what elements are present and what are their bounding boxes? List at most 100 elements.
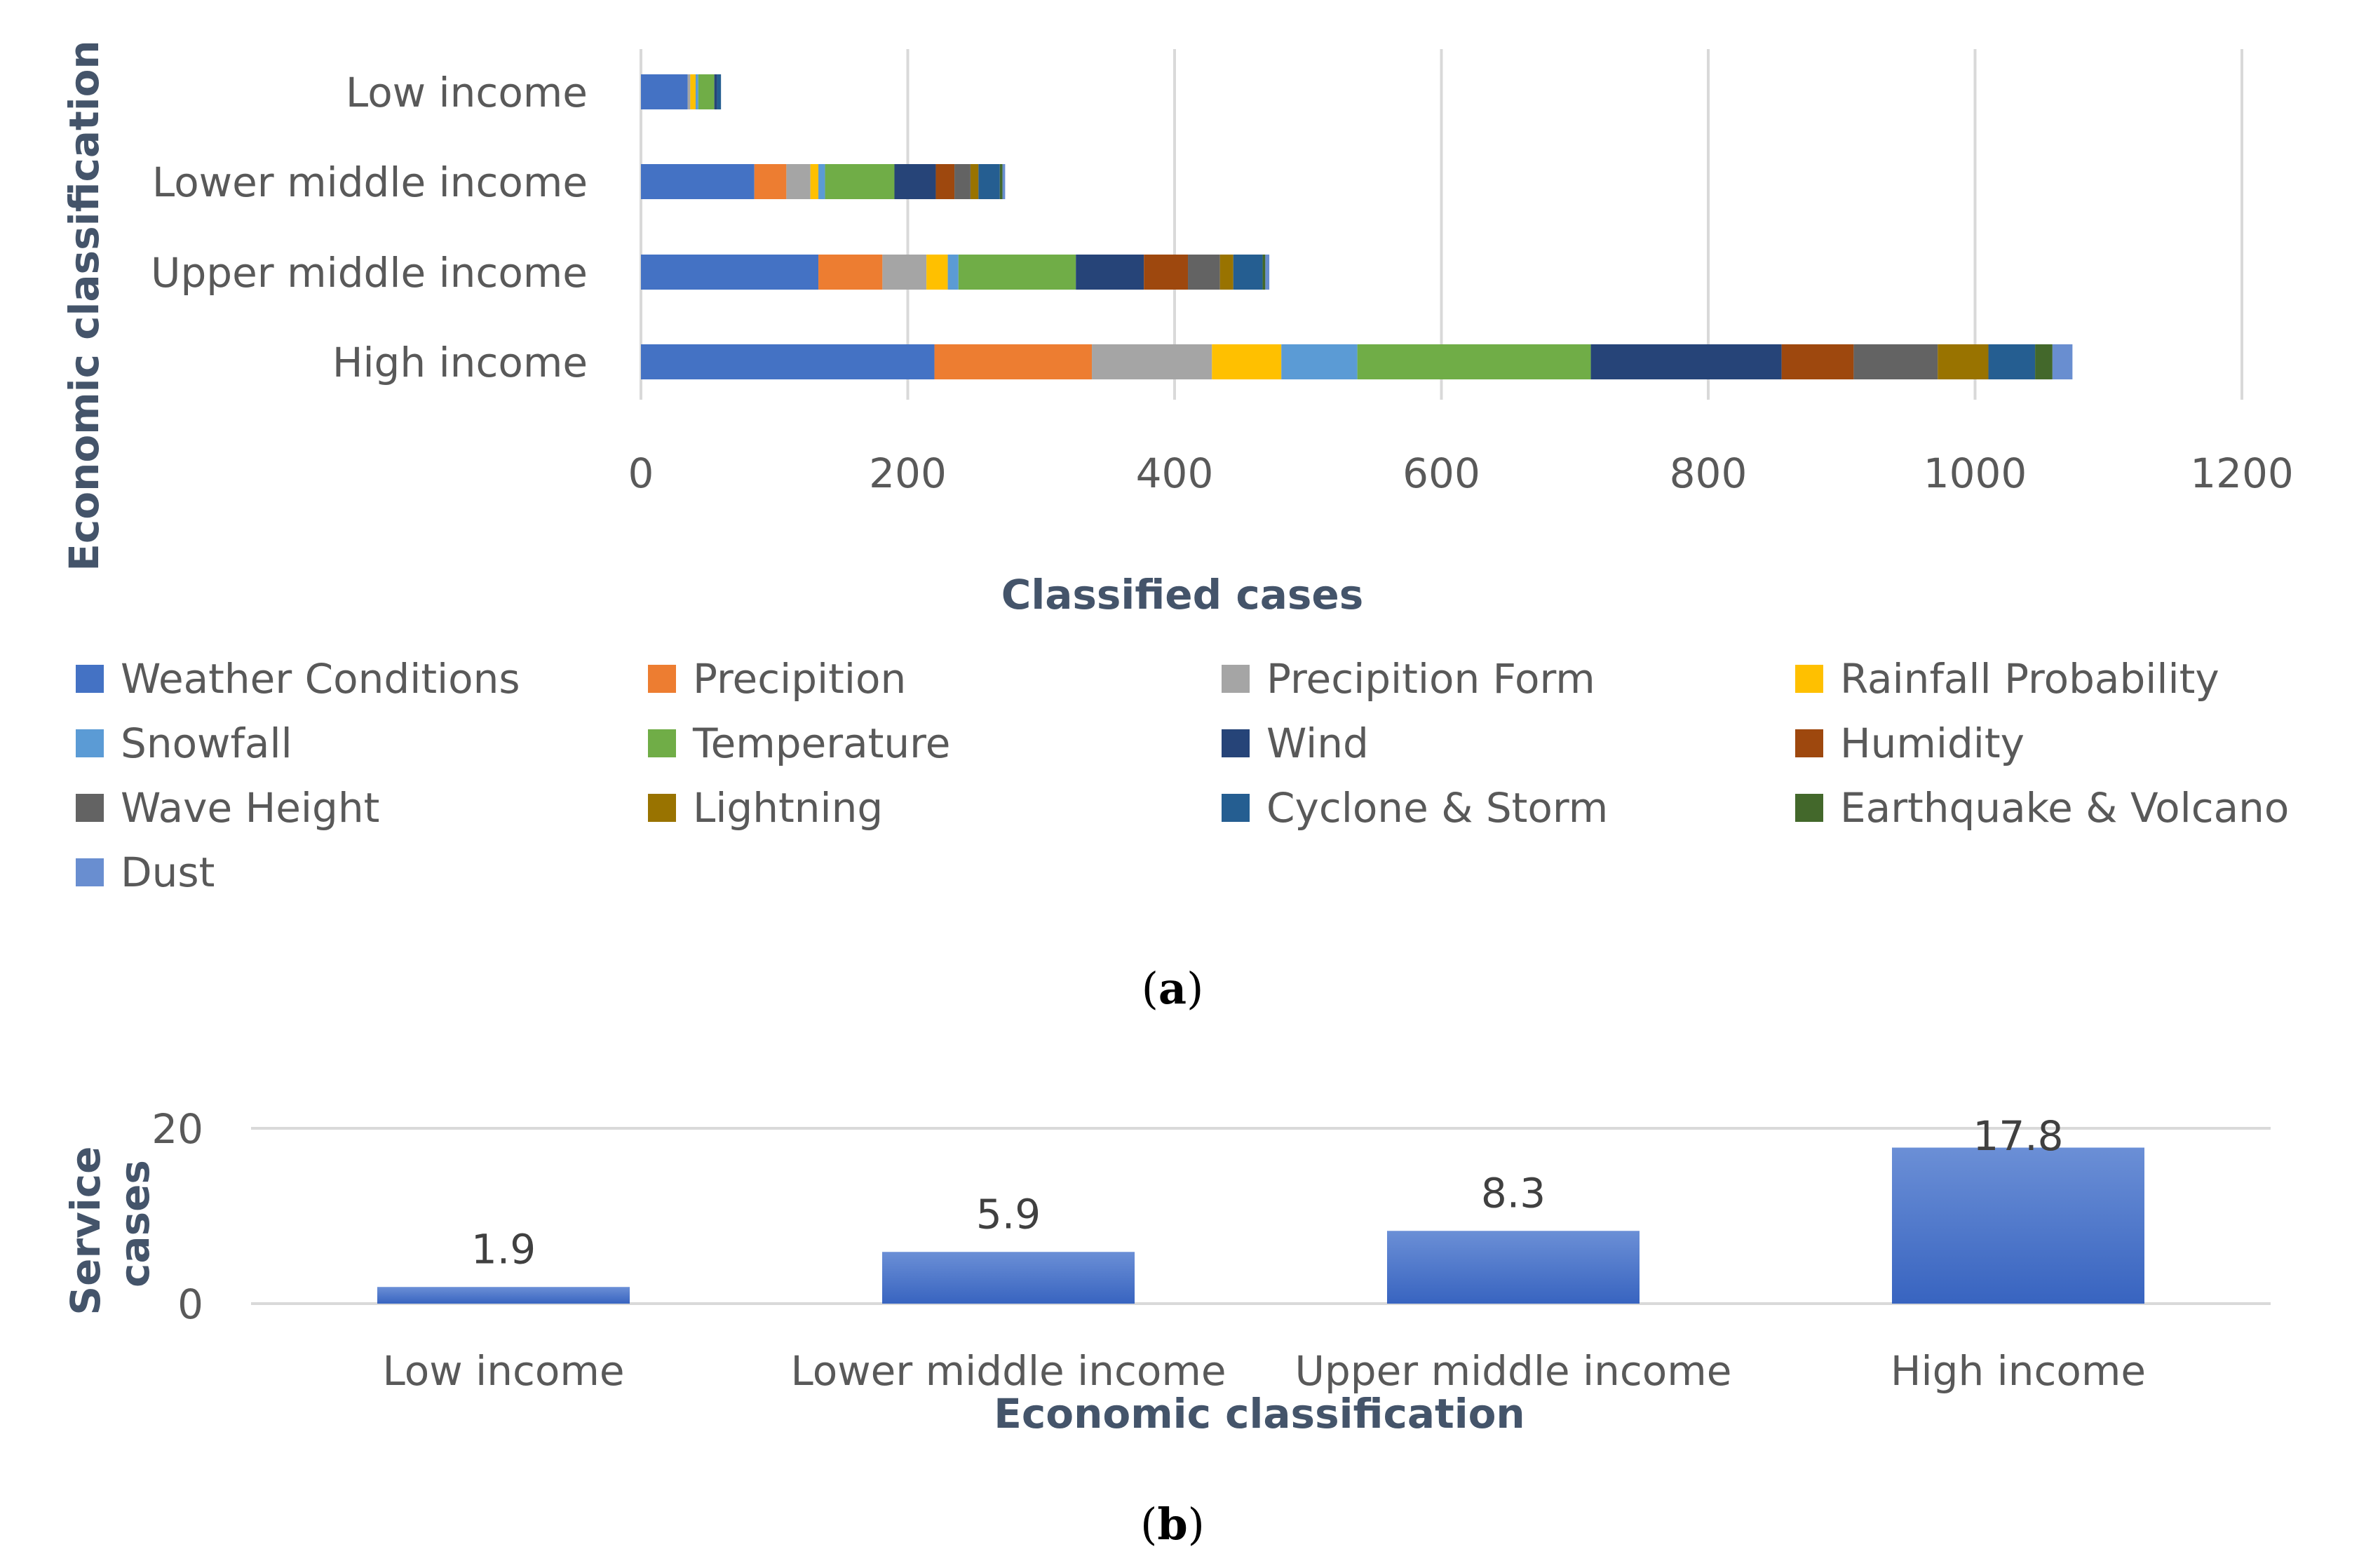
chart-a-bar-segment [786, 164, 811, 199]
chart-a-bar-segment [935, 164, 955, 199]
chart-a-bar-segment [1092, 344, 1212, 379]
chart-b-y-axis-title: Service cases [62, 1132, 158, 1315]
chart-a-legend-label: Wind [1266, 719, 1369, 767]
chart-a-legend-swatch [76, 665, 104, 693]
chart-a-bar-segment [1265, 255, 1270, 290]
chart-a-y-axis-title: Economic classification [60, 40, 108, 571]
chart-a-legend-label: Precipition Form [1266, 655, 1595, 703]
chart-a-bar-segment [1262, 255, 1266, 290]
chart-a-bar-segment [690, 74, 696, 109]
chart-a-bar-segment [810, 164, 819, 199]
chart-a-gridlines [640, 49, 2243, 400]
chart-a-legend-swatch [648, 729, 676, 757]
chart-a-bar-segment [641, 344, 935, 379]
chart-a-legend-swatch [648, 794, 676, 822]
chart-a-bar-segment [978, 164, 1000, 199]
chart-a-x-tick-label: 600 [1402, 450, 1480, 497]
chart-a-bar-segment [958, 255, 1076, 290]
chart-b-bar [1892, 1147, 2144, 1304]
chart-a-legend-swatch [1795, 665, 1823, 693]
chart-b-value-label: 8.3 [1481, 1169, 1546, 1217]
chart-a-legend-label: Temperature [692, 719, 950, 767]
panel-label-a: (a) [1142, 963, 1204, 1014]
chart-a-bar-segment [947, 255, 959, 290]
chart-a-bar-segment [1144, 255, 1189, 290]
chart-a-bar-segment [641, 74, 688, 109]
chart-a-legend: Weather Conditions Precipition Precipition… [76, 655, 2289, 896]
chart-a: Low income Lower middle income Upper middl… [60, 40, 2294, 896]
chart-a-bar-segment [894, 164, 936, 199]
chart-a-bar-segment [698, 74, 715, 109]
chart-a-bar-segment [882, 255, 927, 290]
chart-b-y-axis-title-line1: Service [62, 1147, 109, 1316]
chart-a-legend-label: Earthquake & Volcano [1840, 784, 2289, 832]
chart-a-legend-label: Precipition [693, 655, 906, 703]
chart-a-legend-swatch [648, 665, 676, 693]
chart-a-bar-segment [1002, 164, 1006, 199]
chart-b-category-label: Lower middle income [790, 1347, 1226, 1395]
chart-a-legend-label: Rainfall Probability [1840, 655, 2219, 703]
chart-a-x-tick-labels: 0 200 400 600 800 1000 1200 [628, 450, 2294, 497]
chart-a-bar-segment [641, 255, 819, 290]
chart-a-legend-label: Cyclone & Storm [1266, 784, 1608, 832]
chart-b-x-axis-title: Economic classification [994, 1390, 1525, 1438]
chart-a-bar-segment [1233, 255, 1263, 290]
chart-a-legend-swatch [76, 729, 104, 757]
chart-a-bar-segment [1281, 344, 1358, 379]
chart-a-x-tick-label: 1200 [2190, 450, 2294, 497]
chart-a-category-label: Lower middle income [152, 158, 588, 206]
chart-a-bar-segment [1076, 255, 1144, 290]
chart-a-bar-segment [818, 255, 883, 290]
chart-b-y-tick-labels: 0 20 [151, 1105, 203, 1328]
chart-a-category-labels: Low income Lower middle income Upper middl… [151, 69, 588, 386]
chart-a-x-tick-label: 800 [1670, 450, 1748, 497]
chart-a-x-axis-title: Classified cases [1001, 571, 1363, 619]
chart-b-value-label: 17.8 [1973, 1112, 2063, 1160]
chart-a-legend-swatch [1222, 665, 1250, 693]
chart-a-x-tick-label: 1000 [1924, 450, 2027, 497]
chart-a-bar-segment [714, 74, 717, 109]
chart-b-value-labels: 1.9 5.9 8.3 17.8 [471, 1112, 2064, 1273]
chart-a-legend-swatch [1795, 794, 1823, 822]
chart-b-category-label: Low income [382, 1347, 624, 1395]
chart-a-legend-swatch [1795, 729, 1823, 757]
chart-a-bar-segment [1988, 344, 2036, 379]
chart-a-category-label: High income [332, 339, 588, 386]
chart-a-bar-segment [954, 164, 971, 199]
chart-a-legend-label: Wave Height [121, 784, 379, 832]
chart-a-bar-segment [641, 164, 755, 199]
chart-a-bar-segment [1357, 344, 1591, 379]
chart-b-value-label: 5.9 [976, 1190, 1041, 1238]
chart-a-bar-segment [1853, 344, 1938, 379]
chart-a-x-tick-label: 400 [1136, 450, 1214, 497]
chart-b-category-label: Upper middle income [1295, 1347, 1732, 1395]
chart-b-category-labels: Low income Lower middle income Upper middl… [382, 1347, 2146, 1395]
chart-a-legend-swatch [1222, 729, 1250, 757]
chart-b-y-tick-label: 0 [177, 1280, 203, 1328]
chart-b-category-label: High income [1891, 1347, 2146, 1395]
chart-b-y-axis-title-line2: cases [111, 1160, 158, 1287]
chart-a-x-tick-label: 0 [628, 450, 654, 497]
chart-b-bars [377, 1147, 2144, 1304]
chart-b-y-tick-label: 20 [151, 1105, 203, 1153]
chart-a-legend-label: Humidity [1840, 719, 2025, 767]
chart-a-bar-segment [696, 74, 698, 109]
chart-a-category-label: Upper middle income [151, 249, 588, 297]
chart-a-bar-segment [754, 164, 787, 199]
chart-a-category-label: Low income [346, 69, 588, 116]
chart-a-bar-segment [2052, 344, 2073, 379]
chart-a-legend-label: Snowfall [121, 719, 292, 767]
chart-a-x-tick-label: 200 [869, 450, 947, 497]
chart-a-legend-label: Weather Conditions [121, 655, 520, 703]
chart-a-bar-segment [926, 255, 948, 290]
chart-a-bar-segment [1212, 344, 1282, 379]
chart-b: 0 20 1.9 5.9 8.3 17.8 Low income Lower middle… [62, 1105, 2271, 1438]
chart-a-bar-segment [687, 74, 691, 109]
chart-a-legend-label: Lightning [693, 784, 883, 832]
chart-a-bar-segment [999, 164, 1003, 199]
chart-a-bar-segment [970, 164, 979, 199]
chart-a-bar-segment [1938, 344, 1989, 379]
chart-a-bar-segment [1781, 344, 1854, 379]
chart-a-bar-segment [717, 74, 722, 109]
